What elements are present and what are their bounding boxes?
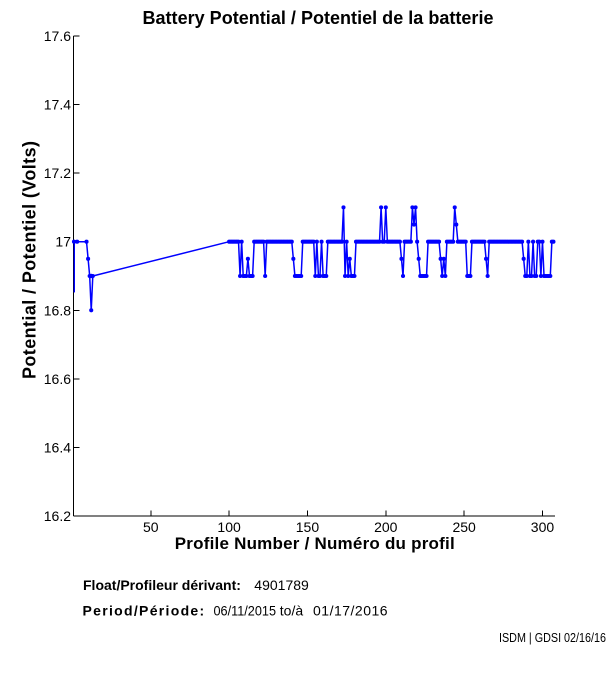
svg-text:Float/Profileur dérivant:49017: Float/Profileur dérivant: 4901789 <box>83 577 309 593</box>
svg-text:17: 17 <box>55 234 71 250</box>
svg-text:16.2: 16.2 <box>44 508 71 524</box>
svg-text:200: 200 <box>374 519 398 535</box>
svg-text:17.2: 17.2 <box>44 165 71 181</box>
svg-text:17.4: 17.4 <box>44 97 71 113</box>
svg-text:17.6: 17.6 <box>44 28 71 44</box>
svg-text:100: 100 <box>217 519 241 535</box>
svg-text:16.4: 16.4 <box>44 439 71 455</box>
svg-text:Battery Potential / Potentiel: Battery Potential / Potentiel de la batt… <box>143 8 494 28</box>
svg-text:50: 50 <box>143 519 159 535</box>
svg-text:300: 300 <box>531 519 555 535</box>
svg-text:ISDM | GDSI 02/16/16: ISDM | GDSI 02/16/16 <box>499 630 606 645</box>
svg-text:16.8: 16.8 <box>44 302 71 318</box>
svg-text:16.6: 16.6 <box>44 371 71 387</box>
svg-text:250: 250 <box>452 519 476 535</box>
svg-text:Potential / Potentiel (Volts): Potential / Potentiel (Volts) <box>20 141 40 379</box>
svg-text:150: 150 <box>296 519 320 535</box>
svg-text:Profile Number / Numéro du pro: Profile Number / Numéro du profil <box>175 534 455 553</box>
